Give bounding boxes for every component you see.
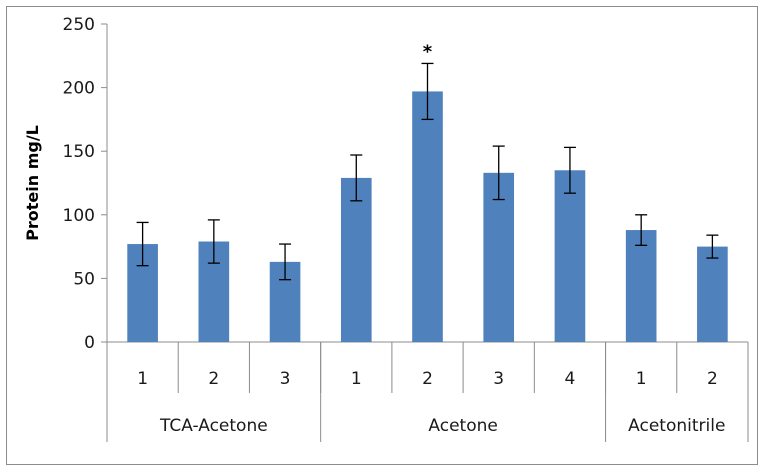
x-tick-label: 1	[351, 369, 362, 389]
x-tick-label: 2	[707, 369, 718, 389]
y-tick-label: 150	[63, 142, 95, 162]
y-tick-label: 100	[63, 206, 95, 226]
group-label: TCA-Acetone	[159, 416, 268, 436]
x-tick-label: 3	[280, 369, 291, 389]
bar	[625, 230, 657, 342]
bar	[697, 246, 728, 342]
significance-annotation: *	[423, 41, 433, 62]
x-tick-label: 2	[208, 369, 219, 389]
bar	[340, 177, 372, 342]
labels: 0 50 100 150 200 250 1 2 3 1 2 3 4 1 2 TCA-Acetone Aceto…	[63, 15, 726, 436]
bar	[483, 172, 515, 342]
x-tick-label: 1	[137, 369, 148, 389]
y-tick-label: 200	[63, 79, 95, 99]
error-bars	[136, 62, 719, 281]
x-tick-label: 3	[493, 369, 504, 389]
y-tick-label: 50	[73, 269, 95, 289]
y-tick-label: 0	[84, 333, 95, 353]
y-axis-label: Protein mg/L	[23, 125, 42, 241]
y-tick-label: 250	[63, 15, 95, 35]
bars	[127, 91, 728, 342]
x-tick-label: 2	[422, 369, 433, 389]
group-label: Acetonitrile	[628, 416, 725, 436]
bar	[412, 91, 443, 342]
x-tick-label: 1	[636, 369, 647, 389]
x-tick-label: 4	[565, 369, 576, 389]
bar	[554, 170, 586, 342]
group-label: Acetone	[428, 416, 497, 436]
